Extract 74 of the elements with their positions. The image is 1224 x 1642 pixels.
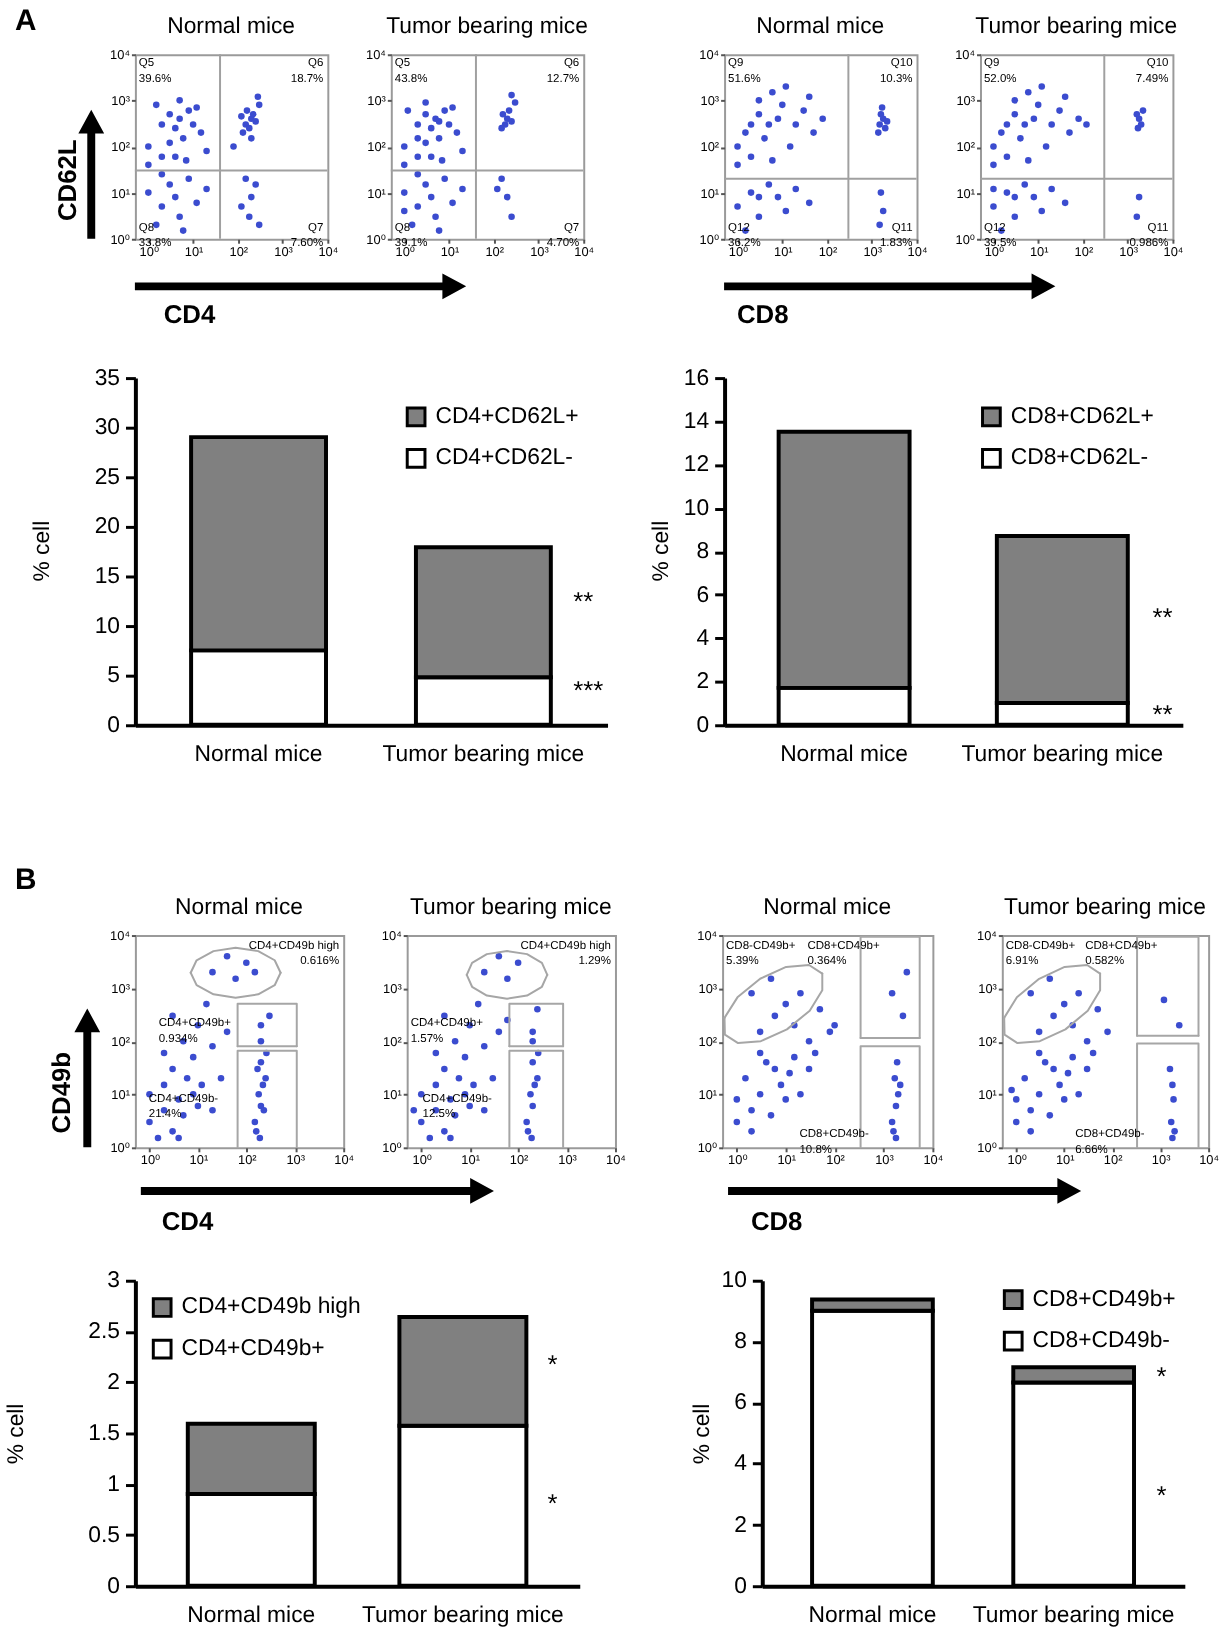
- legend-label: CD4+CD62L+: [435, 404, 580, 429]
- annotation: *: [1156, 1480, 1167, 1511]
- legend-label: CD4+CD49b+: [181, 1337, 326, 1362]
- x-tick-label: Normal mice: [194, 743, 323, 768]
- y-tick-label: 20: [94, 515, 121, 540]
- annotation: *: [547, 1349, 558, 1380]
- annotation: **: [1152, 601, 1173, 632]
- chart-title: Normal mice: [756, 15, 885, 40]
- y-tick-label: 8: [696, 540, 710, 565]
- y-tick-label: 5: [107, 664, 121, 689]
- legend-label: CD4+CD49b high: [181, 1295, 361, 1320]
- x-axis-title: CD4: [163, 299, 217, 330]
- y-axis-title: % cell: [4, 1403, 29, 1465]
- y-axis-title: CD62L: [52, 139, 83, 222]
- x-axis-title: CD8: [737, 299, 789, 330]
- y-axis-title: % cell: [691, 1403, 716, 1465]
- y-tick-label: 15: [94, 564, 121, 589]
- y-tick-label: 10: [721, 1269, 747, 1294]
- y-tick-label: 0: [696, 713, 710, 738]
- y-tick-label: 12: [683, 453, 710, 478]
- chart-title: Tumor bearing mice: [386, 15, 588, 40]
- y-tick-label: 0: [107, 713, 121, 738]
- y-tick-label: 2: [696, 670, 710, 695]
- y-axis-title: % cell: [649, 520, 674, 582]
- y-tick-label: 30: [94, 416, 121, 441]
- x-tick-label: Normal mice: [808, 1604, 937, 1629]
- y-tick-label: 3: [107, 1269, 121, 1294]
- y-tick-label: 6: [696, 583, 710, 608]
- y-tick-label: 2: [107, 1371, 121, 1396]
- x-tick-label: Tumor bearing mice: [972, 1604, 1175, 1629]
- chart-title: Tumor bearing mice: [975, 15, 1178, 40]
- y-tick-label: 0.5: [88, 1523, 121, 1548]
- y-tick-label: 8: [734, 1330, 747, 1355]
- x-axis-title: CD4: [161, 1205, 215, 1236]
- legend-label: CD8+CD62L+: [1010, 404, 1155, 429]
- y-tick-label: 6: [734, 1391, 747, 1416]
- annotation: ***: [573, 674, 604, 705]
- y-tick-label: 1: [107, 1472, 121, 1497]
- annotation: **: [573, 585, 594, 616]
- y-tick-label: 0: [734, 1574, 747, 1599]
- y-axis-title: CD49b: [46, 1051, 77, 1134]
- x-tick-label: Tumor bearing mice: [382, 743, 585, 768]
- chart-title: Tumor bearing mice: [409, 896, 612, 921]
- x-tick-label: Normal mice: [780, 743, 909, 768]
- chart-title: Normal mice: [175, 896, 303, 921]
- legend-label: CD8+CD62L-: [1010, 446, 1149, 471]
- annotation: *: [547, 1488, 558, 1519]
- x-tick-label: Tumor bearing mice: [961, 743, 1164, 768]
- y-tick-label: 0: [107, 1574, 121, 1599]
- y-tick-label: 10: [683, 496, 710, 521]
- chart-title: Normal mice: [167, 15, 296, 40]
- y-tick-label: 4: [734, 1452, 747, 1477]
- chart-title: Tumor bearing mice: [1004, 896, 1206, 921]
- x-axis-title: CD8: [750, 1205, 803, 1236]
- legend-label: CD4+CD62L-: [435, 446, 574, 471]
- y-tick-label: 2: [734, 1513, 747, 1538]
- y-tick-label: 35: [94, 366, 121, 391]
- text: A: [14, 6, 37, 39]
- y-tick-label: 14: [683, 409, 710, 434]
- y-tick-label: 25: [94, 465, 121, 490]
- y-tick-label: 16: [683, 366, 710, 391]
- x-tick-label: Normal mice: [187, 1604, 316, 1629]
- chart-title: Normal mice: [763, 896, 892, 921]
- y-axis-title: % cell: [30, 520, 55, 582]
- y-tick-label: 2.5: [88, 1320, 121, 1345]
- x-tick-label: Tumor bearing mice: [362, 1604, 564, 1629]
- text: B: [14, 865, 37, 898]
- y-tick-label: 4: [696, 626, 710, 651]
- annotation: **: [1152, 698, 1173, 729]
- annotation: *: [1156, 1361, 1167, 1392]
- legend-label: CD8+CD49b+: [1032, 1287, 1177, 1312]
- legend-label: CD8+CD49b-: [1032, 1329, 1171, 1354]
- y-tick-label: 1.5: [88, 1421, 121, 1446]
- y-tick-label: 10: [94, 614, 121, 639]
